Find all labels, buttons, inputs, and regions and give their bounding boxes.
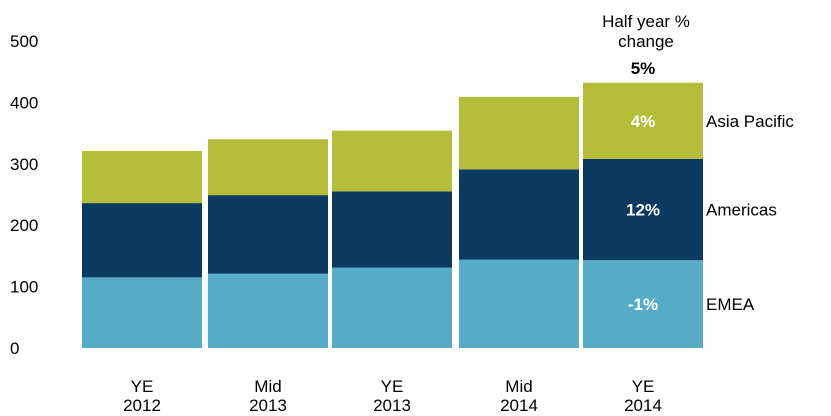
bar-americas-mid-2014 bbox=[459, 169, 579, 260]
y-tick-label-100: 100 bbox=[10, 278, 38, 297]
bar-emea-ye-2013 bbox=[332, 267, 452, 348]
bar-emea-ye-2012 bbox=[82, 277, 202, 348]
bar-americas-ye-2012 bbox=[82, 203, 202, 278]
annotations: Half year % change 5% -1% EMEA 12% Americas 4% A… bbox=[602, 12, 794, 314]
y-tick-label-0: 0 bbox=[10, 339, 19, 358]
bar-asia-pacific-ye-2014 bbox=[583, 82, 703, 159]
bar-asia-pacific-ye-2012 bbox=[82, 150, 202, 204]
x-tick-label-ye-2012: YE 2012 bbox=[123, 377, 161, 415]
y-tick-label-400: 400 bbox=[10, 93, 38, 112]
change-label-total: 5% bbox=[631, 59, 656, 78]
bar-emea-mid-2014 bbox=[459, 259, 579, 348]
x-tick-label-mid-2014: Mid 2014 bbox=[500, 377, 538, 415]
change-label-emea: -1% bbox=[628, 295, 658, 314]
region-label-americas: Americas bbox=[706, 201, 777, 220]
bar-americas-mid-2013 bbox=[208, 195, 328, 274]
change-label-asia-pacific: 4% bbox=[631, 112, 656, 131]
bar-asia-pacific-ye-2013 bbox=[332, 130, 452, 192]
bars bbox=[82, 82, 703, 348]
x-axis: YE 2012 Mid 2013 YE 2013 Mid 2014 YE 2014 bbox=[123, 377, 662, 415]
y-tick-label-200: 200 bbox=[10, 216, 38, 235]
y-axis: 0 100 200 300 400 500 bbox=[10, 32, 38, 358]
half-year-change-title: Half year % change bbox=[602, 12, 690, 51]
bar-emea-ye-2014 bbox=[583, 260, 703, 348]
bar-americas-ye-2014 bbox=[583, 158, 703, 261]
bar-americas-ye-2013 bbox=[332, 191, 452, 268]
change-label-americas: 12% bbox=[626, 201, 660, 220]
bar-asia-pacific-mid-2014 bbox=[459, 96, 579, 170]
y-tick-label-500: 500 bbox=[10, 32, 38, 51]
x-tick-label-mid-2013: Mid 2013 bbox=[249, 377, 287, 415]
region-label-emea: EMEA bbox=[706, 295, 755, 314]
x-tick-label-ye-2013: YE 2013 bbox=[373, 377, 411, 415]
x-tick-label-ye-2014: YE 2014 bbox=[624, 377, 662, 415]
bar-asia-pacific-mid-2013 bbox=[208, 139, 328, 196]
bar-emea-mid-2013 bbox=[208, 273, 328, 348]
region-label-asia-pacific: Asia Pacific bbox=[706, 112, 794, 131]
y-tick-label-300: 300 bbox=[10, 155, 38, 174]
